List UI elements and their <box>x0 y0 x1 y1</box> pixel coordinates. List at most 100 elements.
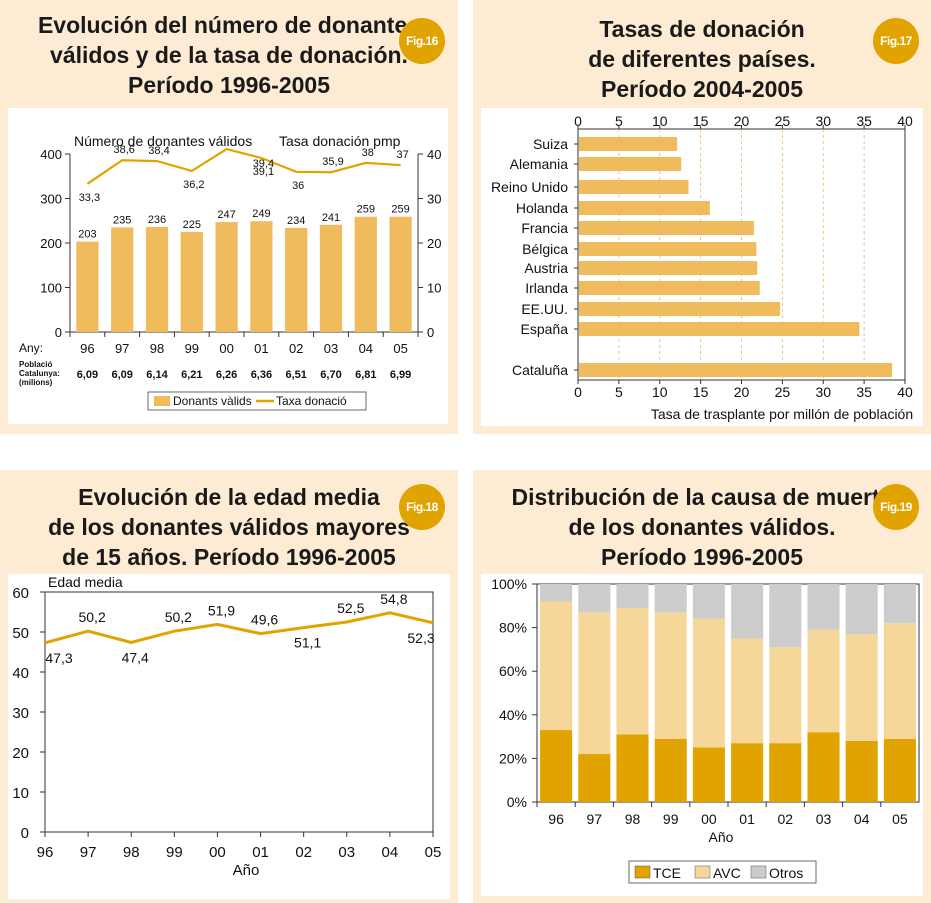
fig17-panel: Tasas de donación de diferentes países. … <box>473 0 931 434</box>
fig17-bar <box>579 221 754 235</box>
fig17-category-label: EE.UU. <box>521 301 568 317</box>
fig16-right-tick-label: 40 <box>427 147 441 162</box>
fig17-title-line-2: de diferentes países. <box>588 46 816 72</box>
fig16-rate-line <box>86 147 401 185</box>
fig19-stack-segment-avc <box>540 601 573 731</box>
fig16-bar-label: 235 <box>113 214 131 226</box>
fig16-bar <box>285 227 308 332</box>
fig19-stack-segment-tce <box>616 734 649 802</box>
fig16-x-label: 02 <box>289 341 303 356</box>
fig17-category-label: Suiza <box>533 136 568 152</box>
fig18-point-label: 54,8 <box>380 591 407 607</box>
fig19-x-axis-title: Año <box>709 829 734 845</box>
fig16-population-value: 6,70 <box>320 369 341 381</box>
fig19-x-tick-label: 00 <box>701 811 717 827</box>
fig16-legend-bar-swatch <box>154 396 170 406</box>
fig17-top-tick-label: 40 <box>897 113 913 129</box>
fig16-title-line-2: válidos y de la tasa de donación. <box>50 42 408 68</box>
fig17-category-label: Francia <box>521 220 568 236</box>
fig17-x-axis-title: Tasa de trasplante por millón de poblaci… <box>651 406 913 422</box>
fig16-rate-label: 33,3 <box>79 192 100 204</box>
fig17-top-tick-label: 10 <box>652 113 668 129</box>
fig19-stack-segment-tce <box>540 730 573 802</box>
fig16-bar <box>76 241 99 332</box>
fig18-y-tick-label: 40 <box>12 665 29 682</box>
fig16-chart: Número de donantes válidos Tasa donación … <box>19 133 441 411</box>
fig16-bar-label: 247 <box>217 209 235 221</box>
fig18-point-label: 50,2 <box>78 609 105 625</box>
fig19-stack-segment-otros <box>845 584 878 635</box>
fig18-y-tick-label: 20 <box>12 745 29 762</box>
fig16-rate-label: 38 <box>362 147 374 159</box>
fig19-y-tick-label: 60% <box>499 663 527 679</box>
fig16-rate-label: 39,1 <box>253 166 274 178</box>
fig17-chart: 0 0 5 5 10 10 15 15 20 20 25 25 30 30 35 35 40 40 Suiza Ale… <box>491 113 913 422</box>
fig17-top-tick-label: 30 <box>815 113 831 129</box>
fig16-bar-label: 203 <box>78 229 96 241</box>
fig16-bar-label: 259 <box>357 204 375 216</box>
fig16-left-axis-title: Número de donantes válidos <box>74 133 252 149</box>
fig17-bottom-tick-label: 30 <box>815 384 831 400</box>
fig16-population-value: 6,36 <box>251 369 272 381</box>
fig16-left-tick-label: 0 <box>55 325 62 340</box>
fig17-bottom-tick-label: 15 <box>693 384 709 400</box>
fig17-category-label: Alemania <box>510 156 569 172</box>
fig19-legend-label-otros: Otros <box>769 865 803 881</box>
fig16-rate-label: 36,2 <box>183 179 204 191</box>
fig19-title-line-1: Distribución de la causa de muerte <box>511 484 893 510</box>
fig16-x-label: 97 <box>115 341 129 356</box>
fig19-badge: Fig.19 <box>873 484 919 530</box>
fig17-bar <box>579 261 758 275</box>
fig19-legend-swatch-otros <box>750 865 767 879</box>
fig19-stack-segment-tce <box>807 732 840 802</box>
fig16-bar <box>215 222 238 332</box>
fig19-stack-segment-otros <box>616 584 649 608</box>
fig16-population-value: 6,14 <box>146 369 168 381</box>
fig16-title: Evolución del número de donantes válidos… <box>0 10 458 100</box>
fig18-title-line-3: de 15 años. Período 1996-2005 <box>62 544 396 570</box>
fig16-left-tick-label: 100 <box>40 281 62 296</box>
fig17-bar <box>579 363 893 377</box>
fig17-bar <box>579 322 860 336</box>
fig18-point-label: 50,2 <box>165 609 192 625</box>
fig19-y-tick-label: 80% <box>499 620 527 636</box>
fig16-right-tick-label: 10 <box>427 281 441 296</box>
fig16-bar <box>354 216 377 332</box>
fig18-plot-area: Edad media 0 10 20 30 40 50 60 96 97 98 99 00 01 02 03 0… <box>8 574 450 899</box>
fig19-chart: 0% 20% 40% 60% 80% 100% 96 97 98 99 00 01 02 03 04 05 Añ… <box>491 576 920 884</box>
fig19-stack-segment-avc <box>807 629 840 733</box>
fig18-title-line-2: de los donantes válidos mayores <box>48 514 410 540</box>
fig16-rate-label: 38,6 <box>113 144 134 156</box>
fig16-bar <box>250 221 273 332</box>
fig16-rate-label: 35,9 <box>322 156 343 168</box>
fig19-stack-segment-avc <box>692 618 725 748</box>
fig17-top-tick-label: 0 <box>574 113 582 129</box>
fig16-x-label: 98 <box>150 341 164 356</box>
fig19-stack-segment-tce <box>731 743 764 802</box>
fig18-y-tick-label: 30 <box>12 705 29 722</box>
fig19-stack-segment-otros <box>540 584 573 602</box>
fig19-x-tick-label: 98 <box>625 811 641 827</box>
fig18-point-label: 51,1 <box>294 635 321 651</box>
fig16-legend-bar-label: Donants vàlids <box>173 394 252 408</box>
fig16-population-value: 6,09 <box>77 369 98 381</box>
fig17-bottom-tick-label: 5 <box>615 384 623 400</box>
fig19-legend-label-avc: AVC <box>713 865 741 881</box>
fig18-x-tick-label: 05 <box>425 844 442 861</box>
fig16-population-value: 6,26 <box>216 369 237 381</box>
fig19-title-line-2: de los donantes válidos. <box>568 514 836 540</box>
fig17-bar <box>579 180 689 194</box>
fig16-bar <box>180 231 203 332</box>
fig18-point-label: 52,3 <box>407 630 434 646</box>
fig18-badge: Fig.18 <box>399 484 445 530</box>
fig16-panel: Evolución del número de donantes válidos… <box>0 0 458 434</box>
fig17-category-label: Austria <box>524 260 568 276</box>
fig18-point-label: 47,4 <box>122 649 149 665</box>
fig18-x-tick-label: 03 <box>338 844 355 861</box>
fig16-right-tick-label: 20 <box>427 236 441 251</box>
fig17-category-label: Bélgica <box>522 241 568 257</box>
fig17-title: Tasas de donación de diferentes países. … <box>473 14 931 104</box>
fig17-category-label: Reino Unido <box>491 179 568 195</box>
fig17-title-line-1: Tasas de donación <box>599 16 805 42</box>
fig17-top-tick-label: 15 <box>693 113 709 129</box>
